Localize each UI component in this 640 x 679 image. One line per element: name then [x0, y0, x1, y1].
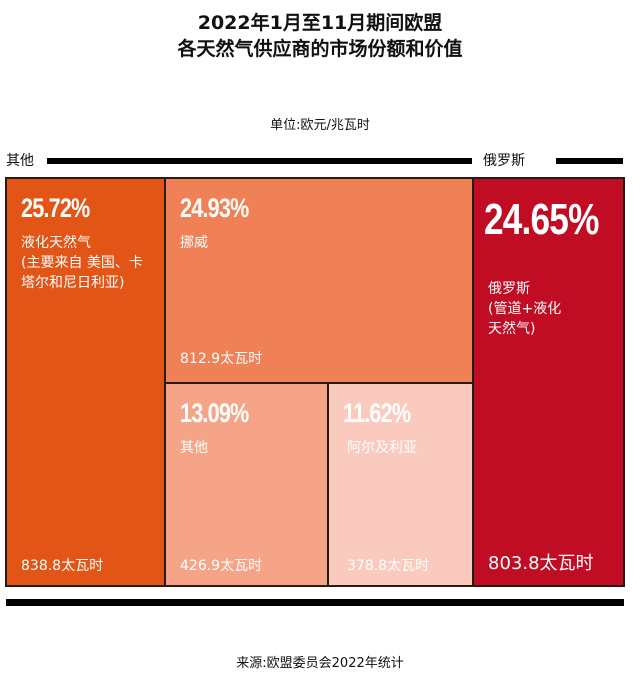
treemap-cell: 24.65% 俄罗斯 (管道+液化 天然气) 803.8太瓦时 — [472, 177, 625, 587]
cell-name: 阿尔及利亚 — [347, 440, 417, 456]
chart-title-line1: 2022年1月至11月期间欧盟 — [197, 12, 443, 34]
cell-percent: 25.72% — [21, 193, 90, 223]
treemap-cell: 11.62% 阿尔及利亚 378.8太瓦时 — [327, 382, 474, 587]
cell-name: 挪威 — [180, 235, 208, 251]
cell-name: 俄罗斯 (管道+液化 天然气) — [488, 281, 562, 337]
cell-percent: 24.93% — [180, 193, 249, 223]
cell-percent: 24.65% — [484, 195, 599, 244]
treemap-cell: 24.93% 挪威 812.9太瓦时 — [164, 177, 474, 384]
cell-percent: 11.62% — [343, 398, 411, 428]
group-label-other: 其他 — [6, 153, 34, 169]
treemap-cell: 13.09% 其他 426.9太瓦时 — [164, 382, 329, 587]
unit-label: 单位:欧元/兆瓦时 — [270, 118, 370, 133]
cell-value: 812.9太瓦时 — [180, 351, 263, 367]
cell-value: 838.8太瓦时 — [21, 558, 104, 574]
cell-name: 液化天然气 (主要来自 美国、卡 塔尔和尼日利亚) — [21, 235, 143, 291]
bottom-bar — [6, 599, 624, 606]
cell-percent: 13.09% — [180, 398, 249, 428]
treemap-cell: 25.72% 液化天然气 (主要来自 美国、卡 塔尔和尼日利亚) 838.8太瓦… — [5, 177, 166, 587]
cell-name: 其他 — [180, 440, 208, 456]
cell-value: 426.9太瓦时 — [180, 558, 263, 574]
source-note: 来源:欧盟委员会2022年统计 — [236, 656, 404, 671]
chart-title-line2: 各天然气供应商的市场份额和价值 — [177, 38, 463, 60]
group-bar-russia — [556, 158, 623, 164]
cell-value: 803.8太瓦时 — [488, 553, 594, 574]
group-bar-other — [47, 158, 472, 164]
cell-value: 378.8太瓦时 — [347, 558, 430, 574]
group-label-russia: 俄罗斯 — [483, 153, 525, 169]
